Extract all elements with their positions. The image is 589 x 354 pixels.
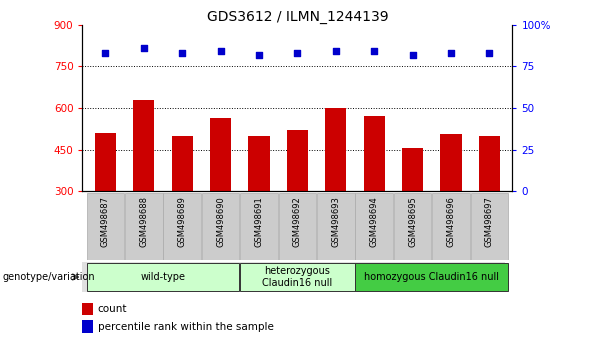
Text: GSM498691: GSM498691 [254,196,263,247]
Text: count: count [98,304,127,314]
FancyBboxPatch shape [240,263,355,291]
Point [331,48,340,54]
FancyBboxPatch shape [355,193,393,260]
FancyBboxPatch shape [394,193,431,260]
FancyBboxPatch shape [317,193,355,260]
Text: GSM498687: GSM498687 [101,196,110,247]
Text: GSM498690: GSM498690 [216,196,225,247]
Title: GDS3612 / ILMN_1244139: GDS3612 / ILMN_1244139 [207,10,388,24]
Text: wild-type: wild-type [141,272,186,282]
Point [101,50,110,56]
Point [139,45,148,51]
Text: GSM498694: GSM498694 [370,196,379,247]
Bar [287,130,308,274]
FancyBboxPatch shape [202,193,240,260]
Text: heterozygous
Claudin16 null: heterozygous Claudin16 null [262,266,333,288]
Bar [249,136,270,274]
FancyBboxPatch shape [87,263,240,291]
Bar [479,136,500,274]
Point [408,52,418,58]
Point [446,50,456,56]
Point [485,50,494,56]
Text: GSM498688: GSM498688 [140,196,148,247]
Bar [172,136,193,274]
Point [254,52,264,58]
FancyBboxPatch shape [355,263,508,291]
Bar [95,133,116,274]
Point [369,48,379,54]
FancyBboxPatch shape [82,262,505,292]
Point [177,50,187,56]
Text: genotype/variation: genotype/variation [3,272,95,282]
FancyBboxPatch shape [279,193,316,260]
Point [216,48,226,54]
Bar [363,116,385,274]
FancyBboxPatch shape [240,193,278,260]
FancyBboxPatch shape [432,193,470,260]
FancyBboxPatch shape [164,193,201,260]
FancyBboxPatch shape [125,193,163,260]
Bar [82,303,93,315]
Text: GSM498695: GSM498695 [408,196,417,247]
Text: GSM498692: GSM498692 [293,196,302,247]
Bar [82,320,93,333]
Bar [402,148,423,274]
Text: GSM498696: GSM498696 [446,196,455,247]
Text: GSM498693: GSM498693 [332,196,340,247]
Text: percentile rank within the sample: percentile rank within the sample [98,322,273,332]
FancyBboxPatch shape [471,193,508,260]
Bar [210,118,231,274]
Text: homozygous Claudin16 null: homozygous Claudin16 null [365,272,499,282]
Point [293,50,302,56]
Bar [441,134,462,274]
FancyBboxPatch shape [87,193,124,260]
Bar [133,99,154,274]
Text: GSM498689: GSM498689 [178,196,187,247]
Bar [325,108,346,274]
Text: GSM498697: GSM498697 [485,196,494,247]
